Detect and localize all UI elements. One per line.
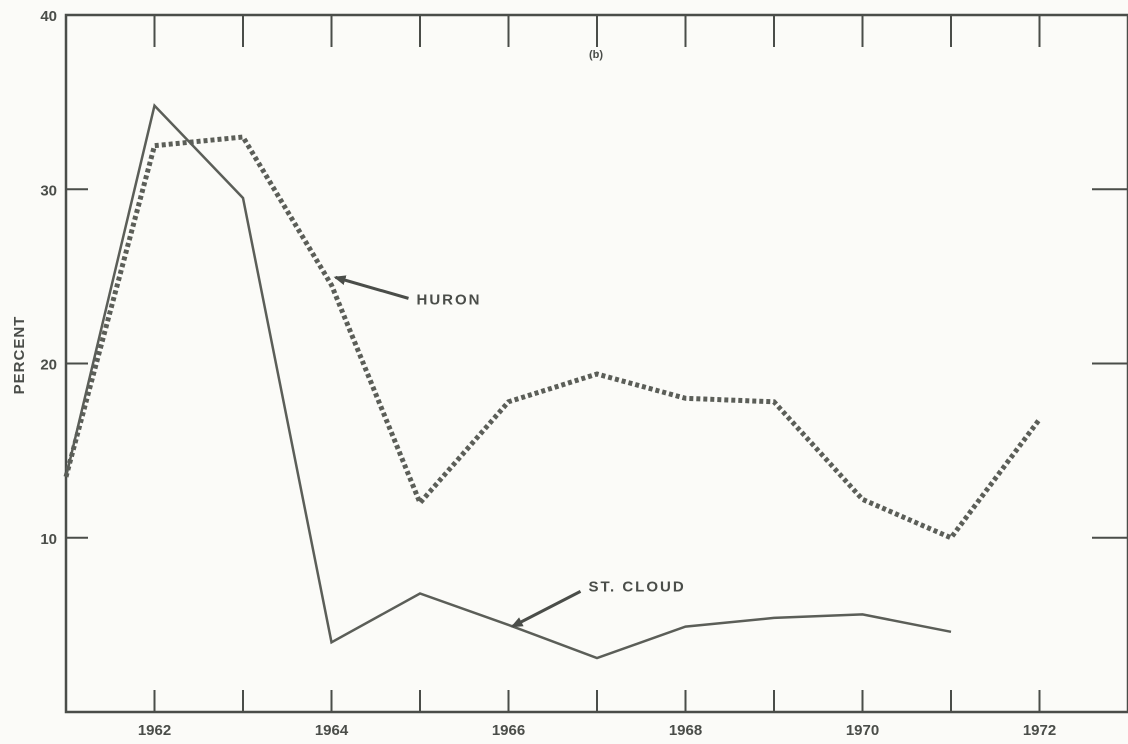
y-axis-title: PERCENT [11, 316, 28, 395]
series-label: ST. CLOUD [589, 578, 686, 595]
panel-label: (b) [589, 49, 603, 61]
y-tick-label: 20 [40, 357, 57, 374]
axis-ticks [66, 15, 1128, 712]
x-tick-label: 1966 [492, 722, 525, 739]
x-tick-label: 1964 [315, 722, 349, 739]
annotation-arrow [333, 275, 409, 300]
x-tick-label: 1970 [846, 722, 879, 739]
series-line-st-cloud [64, 103, 952, 660]
x-tick-label: 1968 [669, 722, 702, 739]
series-group [63, 103, 1042, 660]
x-tick-label: 1972 [1023, 722, 1056, 739]
plot-frame [64, 13, 1128, 714]
y-tick-label: 40 [40, 8, 57, 25]
series-annotations: HURON ST. CLOUD [333, 275, 686, 628]
y-tick-label: 30 [40, 182, 57, 199]
tick-labels: 1962 1964 1966 1968 1970 1972 10 20 30 40 [40, 8, 1056, 739]
series-label: HURON [417, 291, 482, 308]
series-line-huron [63, 134, 1042, 541]
y-tick-label: 10 [40, 531, 57, 548]
x-tick-label: 1962 [138, 722, 171, 739]
annotation-arrow [510, 590, 582, 628]
